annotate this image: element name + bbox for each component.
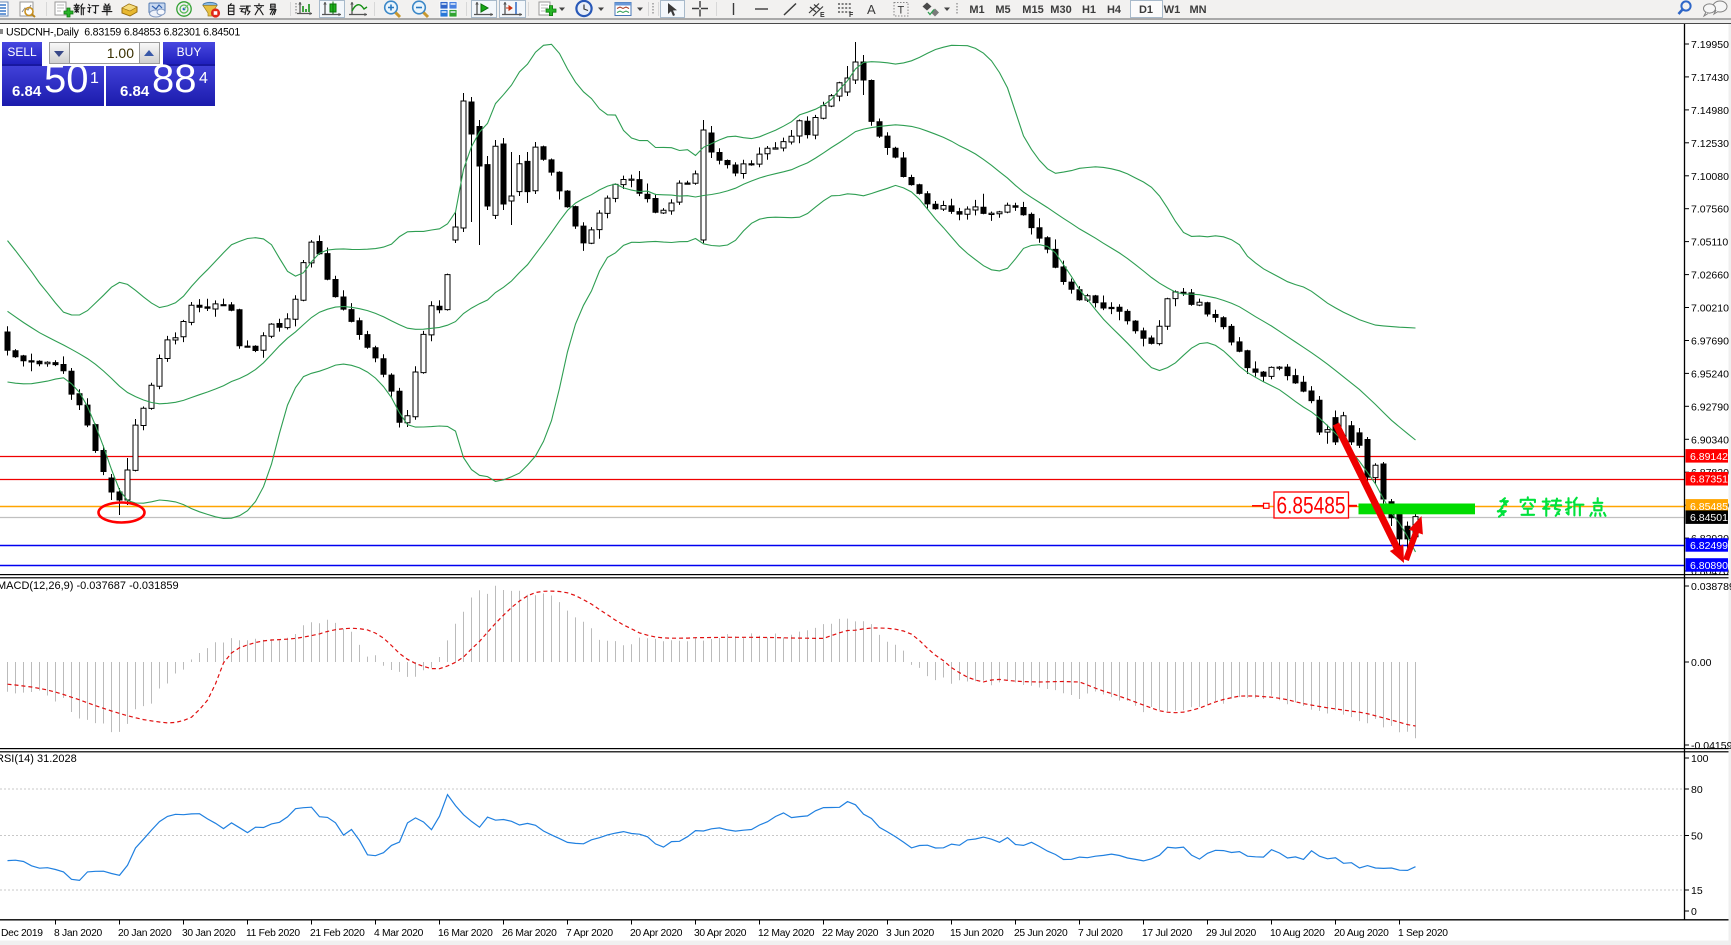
svg-text:7.12530: 7.12530 [1691,138,1729,150]
svg-text:8 Jan 2020: 8 Jan 2020 [54,928,103,939]
svg-text:6.97690: 6.97690 [1691,336,1729,348]
svg-text:20 Jan 2020: 20 Jan 2020 [118,928,172,939]
svg-text:7.17430: 7.17430 [1691,72,1729,84]
svg-text:7 Apr 2020: 7 Apr 2020 [566,928,613,939]
svg-text:6.82499: 6.82499 [1690,540,1728,552]
svg-text:0.038789: 0.038789 [1691,581,1731,593]
svg-text:RSI(14) 31.2028: RSI(14) 31.2028 [0,753,77,765]
svg-text:7.10080: 7.10080 [1691,171,1729,183]
svg-text:80: 80 [1691,784,1703,796]
svg-text:22 May 2020: 22 May 2020 [822,928,879,939]
svg-text:7.07560: 7.07560 [1691,204,1729,216]
svg-text:12 May 2020: 12 May 2020 [758,928,815,939]
svg-text:7.14980: 7.14980 [1691,105,1729,117]
svg-text:50: 50 [1691,831,1703,843]
svg-text:3 Jun 2020: 3 Jun 2020 [886,928,935,939]
svg-text:Dec 2019: Dec 2019 [1,928,43,939]
svg-text:6.80890: 6.80890 [1690,560,1728,572]
svg-text:6.84501: 6.84501 [1690,512,1728,524]
svg-text:6.85485: 6.85485 [1690,501,1728,513]
svg-text:17 Jul 2020: 17 Jul 2020 [1142,928,1193,939]
svg-text:M30: M30 [1050,4,1071,16]
svg-text:1 Sep 2020: 1 Sep 2020 [1398,928,1448,939]
svg-text:10 Aug 2020: 10 Aug 2020 [1270,928,1325,939]
svg-text:D1: D1 [1139,4,1153,16]
svg-text:7.05110: 7.05110 [1691,237,1728,249]
svg-text:6.85485: 6.85485 [1277,493,1346,520]
svg-text:7.00210: 7.00210 [1691,303,1729,315]
svg-text:T: T [898,5,905,17]
svg-text:M5: M5 [995,4,1010,16]
svg-text:6.87351: 6.87351 [1690,474,1728,486]
svg-text:A: A [867,2,876,17]
svg-text:6.95240: 6.95240 [1691,368,1729,380]
svg-text:F: F [849,12,854,19]
svg-text:26 Mar 2020: 26 Mar 2020 [502,928,557,939]
svg-text:M15: M15 [1022,4,1043,16]
svg-text:20 Apr 2020: 20 Apr 2020 [630,928,683,939]
svg-text:100: 100 [1691,753,1709,765]
svg-text:15: 15 [1691,885,1703,897]
svg-text:25 Jun 2020: 25 Jun 2020 [1014,928,1068,939]
svg-text:21 Feb 2020: 21 Feb 2020 [310,928,365,939]
svg-text:H1: H1 [1082,4,1096,16]
svg-text:4 Mar 2020: 4 Mar 2020 [374,928,424,939]
svg-text:H4: H4 [1107,4,1122,16]
svg-text:7.19950: 7.19950 [1691,39,1729,51]
svg-text:7.02660: 7.02660 [1691,270,1729,282]
svg-text:16 Mar 2020: 16 Mar 2020 [438,928,493,939]
svg-text:30 Jan 2020: 30 Jan 2020 [182,928,236,939]
svg-text:29 Jul 2020: 29 Jul 2020 [1206,928,1257,939]
svg-text:11 Feb 2020: 11 Feb 2020 [246,928,300,939]
svg-text:6.92790: 6.92790 [1691,401,1729,413]
svg-text:M1: M1 [969,4,984,16]
svg-text:15 Jun 2020: 15 Jun 2020 [950,928,1004,939]
svg-text:30 Apr 2020: 30 Apr 2020 [694,928,747,939]
svg-text:E: E [820,12,825,19]
svg-text:6.89142: 6.89142 [1690,451,1728,463]
svg-text:20 Aug 2020: 20 Aug 2020 [1334,928,1389,939]
svg-text:MN: MN [1189,4,1206,16]
svg-text:MACD(12,26,9) -0.037687 -0.031: MACD(12,26,9) -0.037687 -0.031859 [0,580,179,592]
svg-text:6.90340: 6.90340 [1691,434,1729,446]
svg-text:0: 0 [1691,906,1697,918]
svg-text:7 Jul 2020: 7 Jul 2020 [1078,928,1123,939]
svg-text:0.00: 0.00 [1691,657,1712,669]
svg-text:W1: W1 [1164,4,1181,16]
svg-text:-0.04159: -0.04159 [1691,740,1731,752]
svg-text:USDCNH-,Daily 6.83159 6.84853: USDCNH-,Daily 6.83159 6.84853 6.82301 6.… [6,27,240,39]
